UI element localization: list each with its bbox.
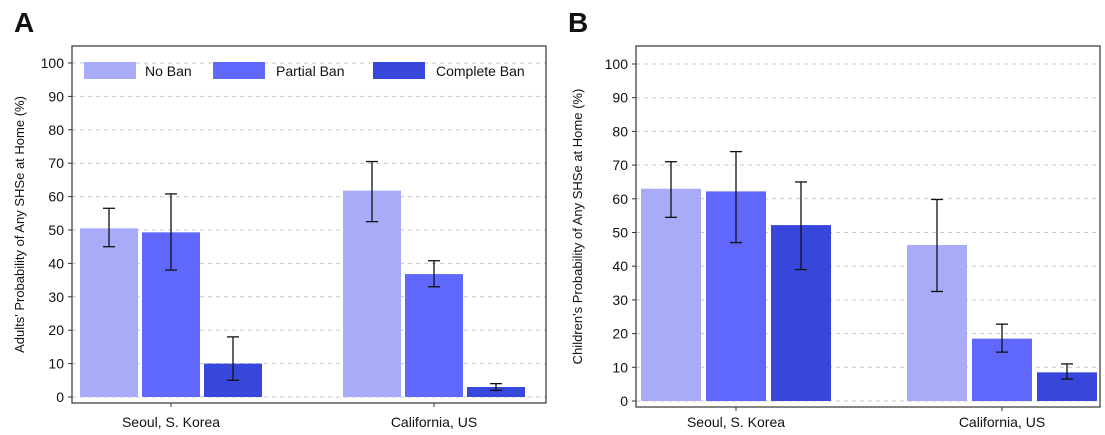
y-tick-label: 10 — [48, 356, 64, 372]
y-tick-label: 20 — [48, 322, 64, 338]
bar — [467, 386, 525, 397]
y-tick-label: 100 — [41, 55, 65, 71]
plot-frame — [635, 45, 1101, 408]
y-tick-label: 90 — [48, 88, 64, 104]
y-tick-label: 20 — [612, 326, 628, 342]
y-tick-label: 30 — [48, 289, 64, 305]
y-tick-label: 10 — [612, 359, 628, 375]
y-tick-label: 80 — [48, 122, 64, 138]
y-tick-label: 90 — [612, 90, 628, 106]
y-axis-label: Adults' Probability of Any SHSe at Home … — [12, 96, 27, 353]
y-tick-label: 0 — [620, 393, 628, 409]
y-tick-label: 70 — [612, 157, 628, 173]
x-tick-label: California, US — [959, 414, 1045, 430]
y-tick-label: 80 — [612, 123, 628, 139]
panel-letter: B — [568, 7, 588, 38]
legend-label: Partial Ban — [276, 63, 344, 79]
y-tick-label: 40 — [612, 258, 628, 274]
panel-a: A 0 10 20 30 40 50 60 70 80 90 100 Seoul, S. Korea Ca… — [12, 7, 547, 430]
legend: No Ban Partial Ban Complete Ban — [84, 62, 525, 79]
y-axis-label: Children's Probability of Any SHSe at Ho… — [570, 89, 585, 365]
x-tick-label: Seoul, S. Korea — [687, 414, 785, 430]
y-tick-label: 60 — [48, 189, 64, 205]
panel-b: B 0 10 20 30 40 50 60 70 80 90 100 Seoul, S. Korea Ca… — [568, 7, 1101, 430]
y-tick-label: 0 — [56, 389, 64, 405]
y-tick-label: 50 — [612, 225, 628, 241]
y-tick-label: 60 — [612, 191, 628, 207]
x-tick-label: California, US — [391, 414, 477, 430]
bar — [641, 188, 701, 401]
bar — [405, 274, 463, 397]
bar — [343, 190, 401, 397]
plot-frame — [71, 45, 547, 404]
panel-letter: A — [14, 7, 34, 38]
legend-swatch — [213, 62, 265, 79]
y-tick-label: 40 — [48, 255, 64, 271]
legend-swatch — [373, 62, 425, 79]
y-tick-label: 30 — [612, 292, 628, 308]
legend-label: Complete Ban — [436, 63, 525, 79]
y-tick-label: 50 — [48, 222, 64, 238]
x-tick-label: Seoul, S. Korea — [122, 414, 220, 430]
legend-label: No Ban — [145, 63, 192, 79]
y-tick-label: 100 — [605, 56, 629, 72]
y-tick-label: 70 — [48, 155, 64, 171]
legend-swatch — [84, 62, 136, 79]
bar — [80, 228, 138, 397]
